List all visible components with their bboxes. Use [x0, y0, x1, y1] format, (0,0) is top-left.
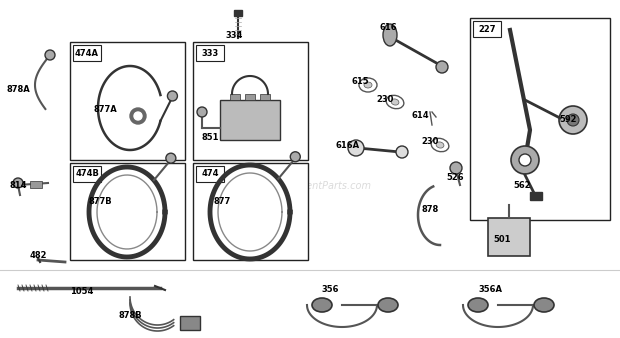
Circle shape [290, 152, 300, 162]
Bar [30, 181, 42, 188]
Text: 877: 877 [213, 197, 231, 207]
Bar [220, 100, 280, 140]
Bar [70, 42, 185, 160]
Ellipse shape [378, 298, 398, 312]
Text: 501: 501 [494, 236, 511, 244]
Text: 592: 592 [559, 116, 577, 124]
Text: 614: 614 [411, 111, 429, 120]
Ellipse shape [534, 298, 554, 312]
Bar [73, 45, 101, 61]
Circle shape [450, 162, 462, 174]
Bar [260, 94, 270, 100]
Circle shape [130, 108, 146, 124]
Ellipse shape [391, 99, 399, 105]
Bar [234, 10, 242, 16]
Circle shape [396, 146, 408, 158]
Circle shape [167, 91, 177, 101]
Circle shape [134, 112, 142, 120]
Ellipse shape [312, 298, 332, 312]
Text: 851: 851 [202, 134, 219, 143]
Text: 474: 474 [202, 169, 219, 178]
Bar [196, 166, 224, 182]
Text: 616A: 616A [336, 141, 360, 149]
Circle shape [567, 114, 579, 126]
Bar [470, 18, 610, 220]
Bar [196, 45, 224, 61]
Text: 474A: 474A [75, 48, 99, 57]
Text: 878B: 878B [118, 312, 142, 320]
Bar [73, 166, 101, 182]
Bar [193, 163, 308, 260]
Circle shape [166, 153, 176, 163]
Text: 356A: 356A [478, 286, 502, 294]
Text: 615: 615 [351, 77, 369, 87]
Ellipse shape [383, 24, 397, 46]
Circle shape [45, 50, 55, 60]
Text: 814: 814 [9, 180, 27, 190]
Circle shape [348, 140, 364, 156]
Ellipse shape [364, 82, 372, 88]
Text: 616: 616 [379, 24, 397, 32]
Bar [230, 94, 240, 100]
Text: 877B: 877B [88, 197, 112, 207]
Bar [530, 192, 542, 200]
Ellipse shape [359, 78, 377, 92]
Bar [473, 21, 501, 37]
Text: 334: 334 [225, 31, 242, 41]
Bar [245, 94, 255, 100]
Bar [488, 218, 530, 256]
Circle shape [436, 61, 448, 73]
Ellipse shape [386, 95, 404, 109]
Bar [70, 163, 185, 260]
Text: 562: 562 [513, 180, 531, 190]
Text: 482: 482 [29, 251, 46, 261]
Text: 1054: 1054 [70, 288, 94, 296]
Bar [193, 42, 308, 160]
Text: 877A: 877A [93, 105, 117, 115]
Text: 878A: 878A [6, 86, 30, 95]
Text: 878: 878 [422, 206, 438, 215]
Circle shape [197, 107, 207, 117]
Text: 230: 230 [422, 138, 439, 146]
Text: 230: 230 [376, 96, 394, 104]
Circle shape [519, 154, 531, 166]
Circle shape [559, 106, 587, 134]
Text: 356: 356 [321, 286, 339, 294]
Ellipse shape [436, 142, 444, 148]
Circle shape [511, 146, 539, 174]
Text: e-ReplacementParts.com: e-ReplacementParts.com [249, 181, 371, 191]
Text: 227: 227 [478, 24, 496, 33]
Text: 474B: 474B [75, 169, 99, 178]
Circle shape [13, 178, 23, 188]
Ellipse shape [468, 298, 488, 312]
Ellipse shape [431, 138, 449, 152]
Text: 526: 526 [446, 173, 464, 183]
Text: 333: 333 [202, 48, 219, 57]
Bar [180, 316, 200, 330]
